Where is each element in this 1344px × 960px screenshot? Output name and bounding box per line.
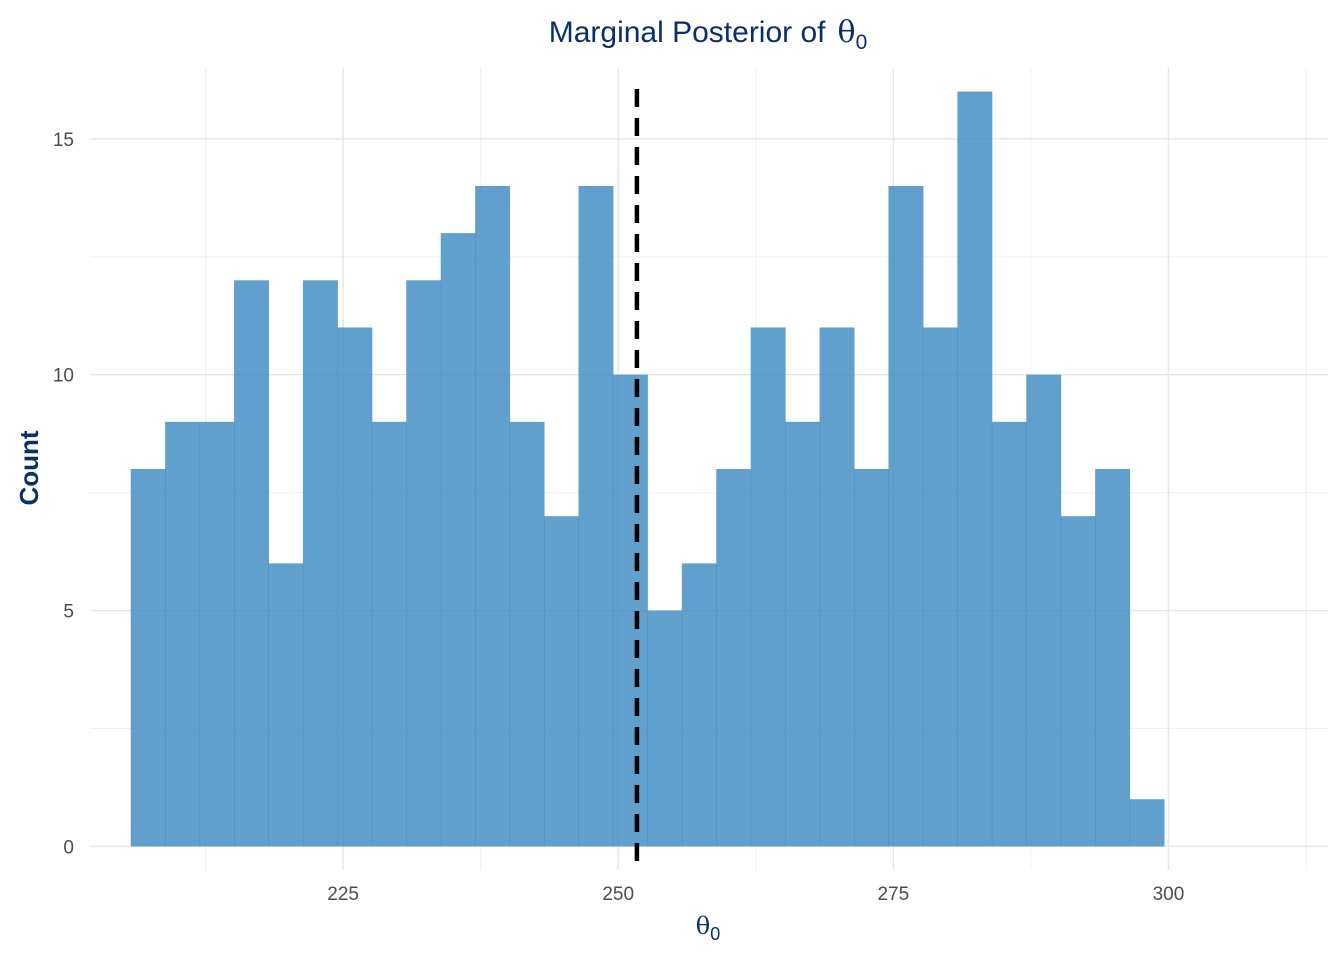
histogram-bar	[922, 327, 958, 847]
histogram-bar	[888, 185, 924, 847]
y-tick-label: 15	[53, 130, 74, 151]
histogram-bar	[440, 233, 476, 847]
histogram-bar	[165, 421, 201, 847]
histogram-bar	[544, 516, 579, 847]
x-tick-label: 225	[327, 884, 359, 905]
histogram-bar	[337, 327, 373, 847]
histogram-bar	[475, 185, 511, 847]
histogram-bar	[957, 91, 993, 847]
x-tick-label: 300	[1153, 884, 1185, 905]
x-tick-label: 275	[877, 884, 909, 905]
histogram-bar	[854, 469, 889, 847]
y-tick-label: 0	[63, 837, 74, 858]
histogram-bar	[302, 280, 338, 847]
histogram-bar	[612, 374, 648, 847]
histogram-bar	[130, 469, 166, 847]
histogram-bar	[991, 421, 1027, 847]
histogram-bar	[234, 280, 269, 847]
histogram-bar	[406, 280, 442, 847]
histogram-bar	[1026, 374, 1062, 847]
histogram-bar	[578, 185, 614, 847]
chart-title: Marginal Posterior of θ0	[549, 15, 868, 54]
histogram-bar	[785, 421, 821, 847]
y-axis-label: Count	[14, 430, 44, 505]
histogram-bar	[647, 610, 683, 847]
histogram-bar	[1095, 469, 1131, 847]
histogram-bars	[130, 91, 1165, 847]
histogram-bar	[509, 421, 545, 847]
x-tick-label: 250	[602, 884, 634, 905]
x-axis-label: θ0	[696, 912, 720, 944]
histogram-bar	[268, 563, 304, 847]
histogram-bar	[1060, 516, 1096, 847]
histogram-bar	[750, 327, 786, 847]
histogram-bar	[681, 563, 717, 847]
y-tick-label: 5	[63, 602, 74, 623]
histogram-bar	[716, 469, 752, 847]
tick-labels: 225 250 275 300 0 5 10 15	[53, 130, 1184, 905]
histogram-bar	[819, 327, 855, 847]
histogram-bar	[1129, 799, 1165, 847]
y-tick-label: 10	[53, 366, 74, 387]
histogram-bar	[371, 421, 407, 847]
histogram-bar	[199, 421, 235, 847]
